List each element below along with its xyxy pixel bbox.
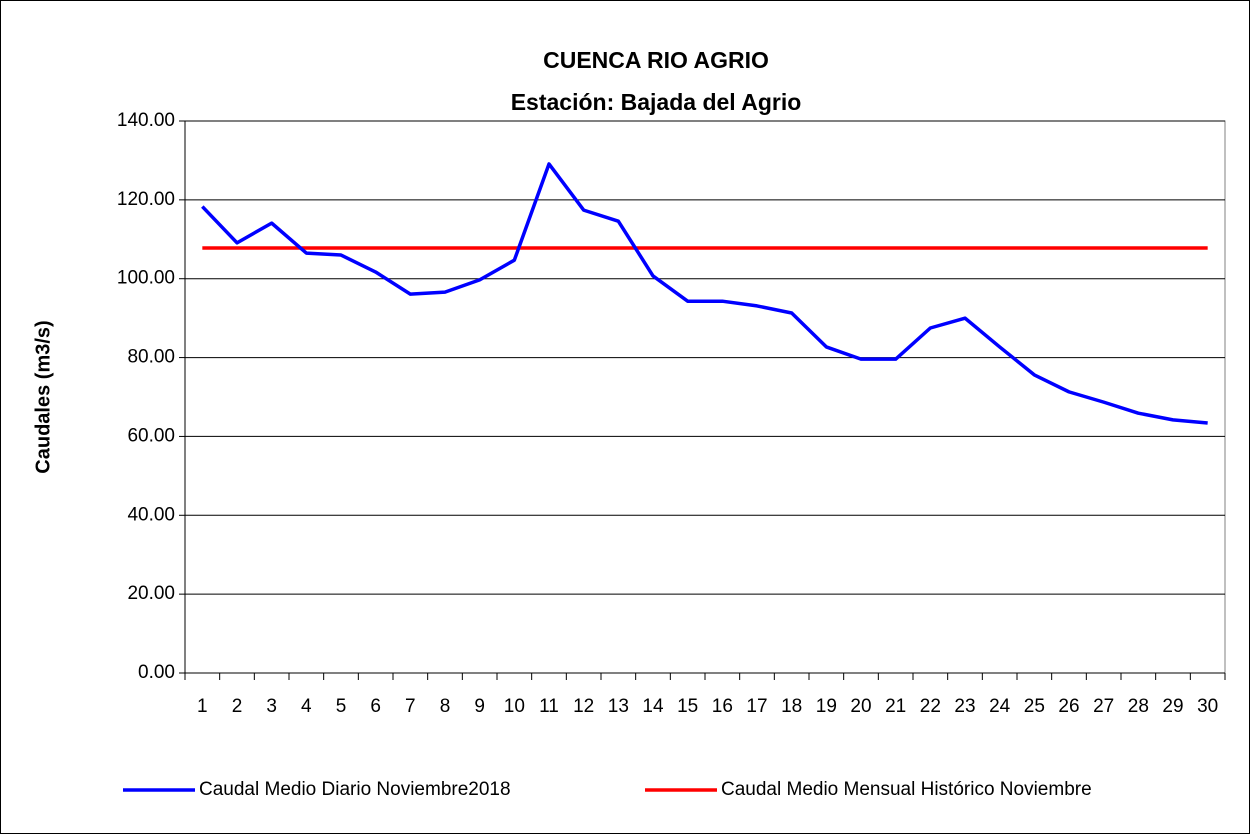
- y-tick-label: 120.00: [117, 189, 175, 210]
- x-tick-label: 12: [573, 696, 594, 717]
- y-tick-label: 20.00: [127, 583, 175, 604]
- y-tick-label: 100.00: [117, 268, 175, 289]
- x-tick-label: 10: [504, 696, 525, 717]
- x-tick-label: 25: [1024, 696, 1045, 717]
- x-tick-label: 29: [1162, 696, 1183, 717]
- x-tick-label: 8: [440, 696, 451, 717]
- x-tick-label: 26: [1058, 696, 1079, 717]
- x-tick-label: 11: [539, 696, 559, 717]
- x-tick-label: 9: [474, 696, 485, 717]
- chart-subtitle: Estación: Bajada del Agrio: [511, 89, 802, 115]
- x-tick-label: 4: [301, 696, 312, 717]
- x-tick-label: 6: [370, 696, 381, 717]
- x-tick-label: 7: [405, 696, 416, 717]
- x-tick-label: 24: [989, 696, 1011, 717]
- x-tick-label: 1: [197, 696, 208, 717]
- x-tick-label: 27: [1093, 696, 1114, 717]
- y-tick-label: 0.00: [138, 662, 175, 683]
- x-tick-label: 14: [642, 696, 664, 717]
- x-tick-label: 15: [677, 696, 698, 717]
- chart-title: CUENCA RIO AGRIO: [543, 47, 769, 73]
- x-tick-label: 5: [336, 696, 347, 717]
- x-tick-label: 30: [1197, 696, 1218, 717]
- y-tick-label: 40.00: [127, 504, 175, 525]
- x-tick-label: 3: [266, 696, 277, 717]
- x-tick-label: 28: [1128, 696, 1149, 717]
- legend-label: Caudal Medio Diario Noviembre2018: [199, 779, 511, 800]
- x-tick-label: 16: [712, 696, 733, 717]
- plot-area: [184, 120, 1226, 674]
- x-tick-label: 19: [816, 696, 837, 717]
- y-axis-label: Caudales (m3/s): [32, 320, 54, 473]
- y-tick-label: 140.00: [117, 110, 175, 131]
- x-tick-label: 17: [746, 696, 767, 717]
- x-tick-label: 22: [920, 696, 941, 717]
- line-series: [201, 162, 1208, 425]
- x-tick-label: 21: [885, 696, 906, 717]
- y-tick-label: 60.00: [127, 425, 175, 446]
- y-tick-label: 80.00: [127, 347, 175, 368]
- x-tick-label: 2: [232, 696, 243, 717]
- x-tick-label: 20: [850, 696, 871, 717]
- x-tick-label: 13: [608, 696, 629, 717]
- x-tick-label: 18: [781, 696, 802, 717]
- legend-label: Caudal Medio Mensual Histórico Noviembre: [721, 779, 1092, 800]
- x-tick-label: 23: [954, 696, 975, 717]
